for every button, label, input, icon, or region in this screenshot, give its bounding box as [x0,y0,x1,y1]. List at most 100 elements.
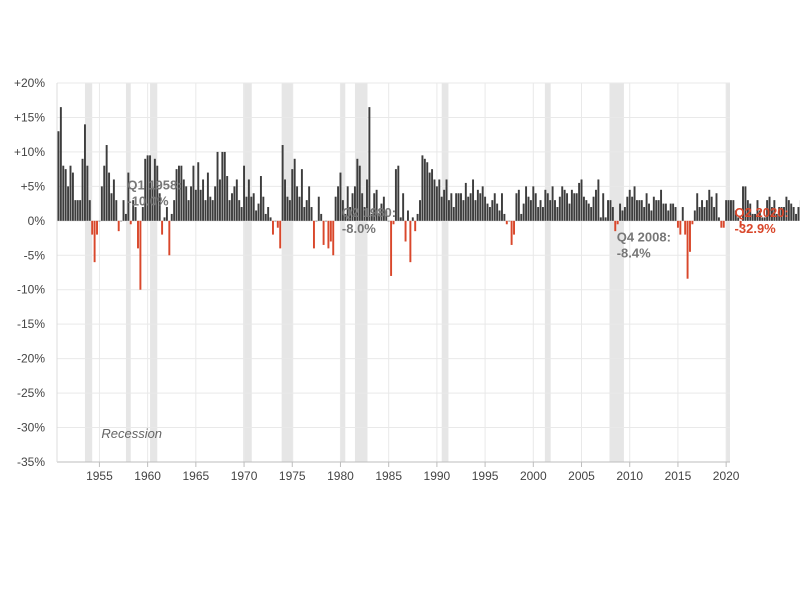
gdp-bar [91,220,94,235]
gdp-bar [761,217,764,221]
gdp-bar [296,186,299,221]
gdp-bar [722,220,725,228]
gdp-bar [640,200,643,221]
gdp-bar [259,176,262,221]
gdp-bar [151,186,154,221]
gdp-bar [132,200,135,221]
gdp-bar [385,210,388,221]
recession-band [150,83,158,462]
gdp-bar [433,179,436,221]
gdp-bar [501,193,503,221]
gdp-bar [749,203,752,221]
gdp-bar [161,220,164,235]
gdp-bar [247,179,250,221]
gdp-bar [587,203,590,221]
gdp-bar [406,210,409,221]
gdp-bar [628,189,631,221]
x-tick-label: 2015 [665,469,692,483]
gdp-bar [361,193,364,221]
gdp-bar [626,196,629,221]
gdp-bar [681,207,684,221]
gdp-bar [513,220,515,235]
gdp-bar [122,200,125,221]
gdp-bar [452,207,455,221]
gdp-bar [467,196,470,221]
gdp-bar [197,162,200,221]
gdp-bar [790,203,793,221]
gdp-bar [337,186,340,221]
annotation-value: -10.0% [127,194,169,209]
gdp-bar [546,193,549,221]
gdp-bar [257,203,260,221]
gdp-bar [59,107,62,221]
gdp-bar [611,207,614,221]
y-tick-label: -30% [17,421,45,435]
y-tick-label: -25% [17,386,45,400]
gdp-bar [573,193,576,221]
gdp-bar [443,189,446,221]
gdp-bar [317,196,320,221]
gdp-bar [173,200,176,221]
gdp-bar [544,189,547,221]
gdp-bar [795,213,798,221]
gdp-bar [566,193,569,221]
recession-band [125,83,131,462]
gdp-bar [674,207,677,221]
gdp-bar [488,207,491,221]
gdp-bar [686,220,689,279]
gdp-bar [178,165,180,221]
bars [57,107,800,290]
recession-band [84,83,93,462]
axes: +20% +15% +10% +5% 0% -5% -10% -15% -20% -25% -30%… [14,76,740,483]
y-tick-label: -10% [17,283,45,297]
gdp-bar [440,196,443,221]
gdp-bar [115,200,118,221]
gdp-bar [158,193,161,221]
annotation-value: -8.4% [617,245,651,260]
gdp-bar [462,200,465,221]
gdp-bar [515,193,518,221]
gdp-bar [474,200,477,221]
gdp-bar [129,220,132,225]
gdp-bar [568,203,571,221]
gdp-bar [322,220,325,245]
gdp-bar [286,196,289,221]
gdp-bar [382,196,385,221]
gdp-bar [655,200,658,221]
gdp-bar [387,220,390,222]
gdp-bar [329,220,332,242]
gdp-bar [276,220,279,228]
y-tick-label: +15% [14,110,45,124]
gdp-bar [411,217,414,221]
gdp-bar [168,220,171,256]
gdp-bar [363,207,366,221]
gdp-bar [351,193,354,221]
x-tick-label: 1975 [279,469,306,483]
gdp-bar [64,169,67,221]
gdp-bar [86,165,89,221]
gdp-bar [76,200,79,221]
annotation-period: Q2 1980: [342,205,396,220]
gdp-bar [621,210,624,221]
gdp-bar [293,158,296,221]
gdp-bar [563,189,566,221]
gdp-bar [450,193,453,221]
gdp-bar [332,220,335,256]
gdp-bar [679,220,682,235]
gdp-bar [235,179,238,221]
x-tick-label: 1995 [472,469,499,483]
gdp-bar [378,213,381,221]
gdp-bar [570,189,573,221]
gdp-bar [356,158,359,221]
gdp-bar [180,165,183,221]
gdp-bar [221,151,224,221]
gdp-bar [633,186,636,221]
y-tick-label: -15% [17,317,45,331]
recession-band [726,83,730,462]
gdp-bar [88,200,91,221]
gdp-bar [770,207,773,221]
gdp-bar [496,203,499,221]
gdp-bar [426,162,429,221]
gdp-bar [455,193,458,221]
gdp-bar [431,169,434,221]
